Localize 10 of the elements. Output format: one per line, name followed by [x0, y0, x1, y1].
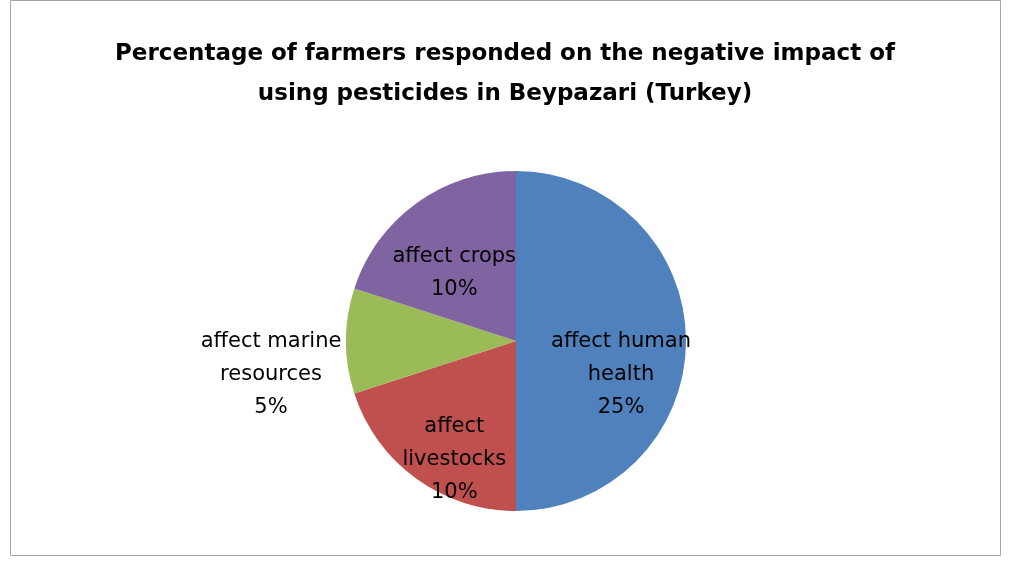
pie-slice: [354, 341, 516, 511]
slice-label: affect marine resources: [200, 328, 342, 385]
slice-label: affect livestocks: [402, 412, 507, 470]
pie-slice: [354, 171, 516, 341]
slice-label: affect crops: [392, 243, 517, 268]
data-label: 5%: [254, 394, 288, 418]
chart-title: Percentage of farmers responded on the negative impact of using pesticides in Beypazari (Turkey): [115, 39, 896, 105]
data-label: 10%: [430, 478, 478, 503]
data-label: 10%: [430, 276, 478, 301]
data-label: 25%: [597, 394, 645, 418]
